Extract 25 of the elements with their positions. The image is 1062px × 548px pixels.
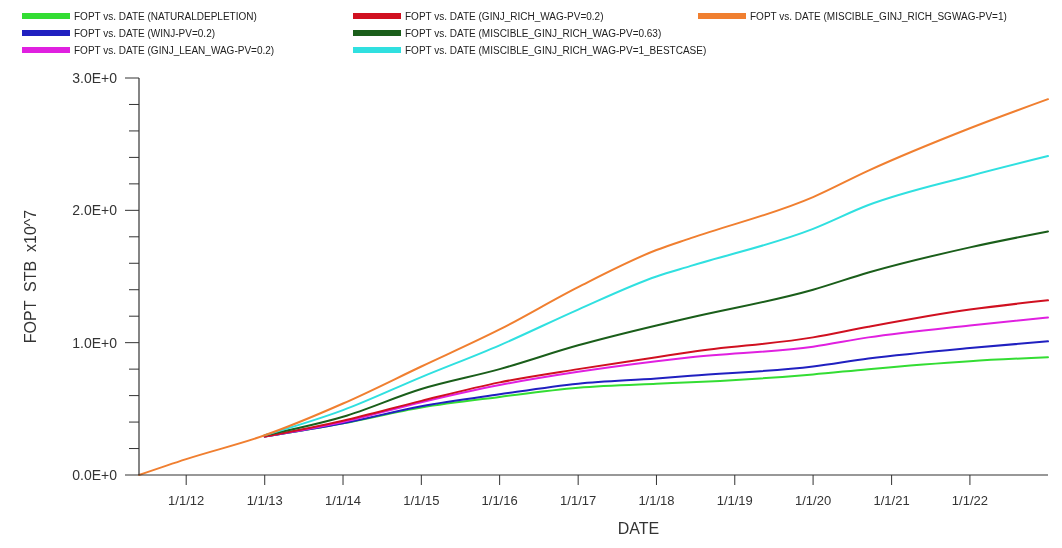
legend-label: FOPT vs. DATE (GINJ_RICH_WAG-PV=0.2) [405,11,604,22]
x-tick-label: 1/1/18 [638,493,675,508]
x-axis-title: DATE [617,520,660,537]
y-axis-title: FOPT STB x10^7 [22,209,39,344]
x-tick-label: 1/1/17 [560,493,597,508]
x-tick-label: 1/1/14 [324,493,362,508]
x-tick-label: 1/1/13 [246,493,283,508]
legend-label: FOPT vs. DATE (NATURALDEPLETION) [74,11,257,22]
y-tick-label: 2.0E+0 [72,202,118,219]
y-tick-label: 1.0E+0 [72,334,118,351]
y-tick-label: 3.0E+0 [72,70,118,86]
x-tick-label: 1/1/15 [403,493,440,508]
x-tick-label: 1/1/12 [168,493,205,508]
x-tick-label: 1/1/20 [795,493,832,508]
legend-label: FOPT vs. DATE (MISCIBLE_GINJ_RICH_WAG-PV=0.63) [405,28,662,39]
x-tick-label: 1/1/16 [481,493,518,508]
line-series [263,340,1049,438]
legend-label: FOPT vs. DATE (GINJ_LEAN_WAG-PV=0.2) [74,45,275,56]
y-tick-label: 0.0E+0 [72,467,118,483]
x-tick-label: 1/1/19 [716,493,753,508]
legend-label: FOPT vs. DATE (WINJ-PV=0.2) [74,28,216,39]
x-tick-label: 1/1/22 [951,493,988,508]
x-tick-label: 1/1/21 [873,493,910,508]
legend-label: FOPT vs. DATE (MISCIBLE_GINJ_RICH_WAG-PV=1_BESTCASE) [405,45,707,56]
legend-label: FOPT vs. DATE (MISCIBLE_GINJ_RICH_SGWAG-PV=1) [750,11,1007,22]
